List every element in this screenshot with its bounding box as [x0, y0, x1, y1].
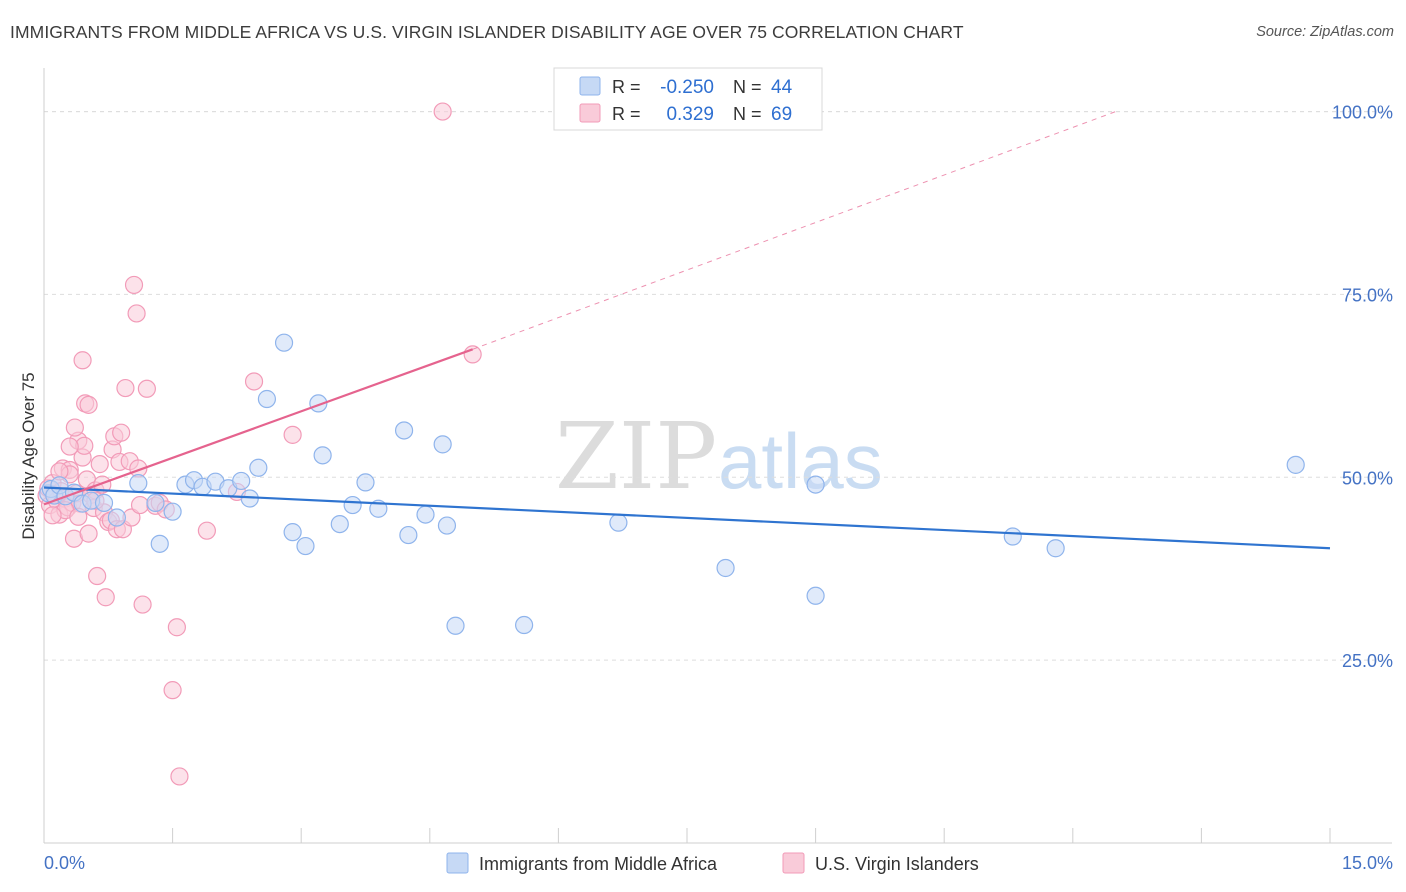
data-point	[806, 586, 825, 605]
data-point	[127, 304, 146, 323]
x-tick-label-right: 15.0%	[1342, 853, 1393, 873]
data-point	[257, 389, 277, 409]
data-point	[433, 435, 452, 454]
data-point	[399, 525, 418, 545]
data-point	[163, 502, 182, 521]
data-point	[394, 421, 414, 440]
legend-label-us-virgin-islanders: U.S. Virgin Islanders	[815, 854, 979, 874]
data-point	[73, 351, 92, 370]
data-point	[296, 536, 315, 556]
data-point	[129, 474, 148, 493]
stats-legend: R = -0.250 N = 44 R = 0.329 N = 69	[553, 67, 823, 131]
stats-n-value-blue: 44	[771, 77, 793, 98]
data-point	[249, 458, 268, 477]
y-axis-label: Disability Age Over 75	[19, 372, 38, 539]
y-tick-label: 25.0%	[1342, 651, 1393, 671]
stats-legend-swatch-blue	[579, 76, 601, 96]
data-point	[116, 378, 135, 398]
trendline-us-virgin-islanders-extension	[472, 111, 1116, 350]
stats-r-value-pink: 0.329	[666, 104, 714, 125]
stats-r-label-blue: R =	[612, 77, 641, 97]
data-point	[1046, 539, 1065, 558]
data-point	[446, 616, 465, 635]
watermark: ZIP atlas	[555, 403, 883, 510]
data-point	[609, 513, 628, 532]
data-point	[716, 558, 735, 578]
data-point	[433, 102, 452, 121]
watermark-zip: ZIP	[555, 403, 717, 510]
data-point	[463, 345, 482, 364]
data-point	[150, 534, 169, 553]
data-point	[130, 495, 150, 515]
legend-swatch-us-virgin-islanders	[782, 852, 805, 874]
trendline-us-virgin-islanders	[43, 348, 474, 506]
watermark-atlas: atlas	[718, 417, 883, 505]
data-point	[146, 493, 165, 512]
data-point	[170, 767, 189, 786]
data-point	[283, 425, 302, 444]
stats-legend-swatch-pink	[579, 103, 601, 123]
y-tick-label: 100.0%	[1332, 103, 1393, 123]
data-point	[515, 615, 534, 635]
stats-n-value-pink: 69	[771, 104, 792, 125]
data-point	[437, 516, 457, 535]
legend-swatch-immigrants-middle-africa	[446, 852, 469, 874]
data-point	[124, 275, 144, 295]
data-point	[107, 508, 126, 527]
data-point	[137, 379, 156, 398]
data-point	[1286, 455, 1305, 474]
data-point	[244, 372, 264, 391]
series-legend: Immigrants from Middle Africa U.S. Virgi…	[446, 852, 979, 874]
chart-title: IMMIGRANTS FROM MIDDLE AFRICA VS U.S. VI…	[10, 22, 964, 42]
stats-r-value-blue: -0.250	[660, 77, 714, 98]
data-point	[96, 588, 115, 607]
data-point	[806, 475, 825, 494]
data-point	[416, 505, 435, 524]
data-point	[93, 475, 112, 494]
stats-r-label-pink: R =	[612, 104, 641, 124]
trendlines	[43, 111, 1331, 550]
x-tick-label-left: 0.0%	[44, 853, 85, 873]
stats-n-label-pink: N =	[733, 104, 762, 124]
chart-source: Source: ZipAtlas.com	[1256, 24, 1394, 40]
legend-label-immigrants-middle-africa: Immigrants from Middle Africa	[479, 854, 718, 874]
data-point	[133, 595, 152, 614]
series-immigrants-middle-africa	[39, 333, 1305, 635]
series-us-virgin-islanders	[37, 102, 482, 786]
y-tick-label: 50.0%	[1342, 468, 1393, 488]
data-point	[65, 418, 84, 437]
data-point	[274, 333, 294, 352]
data-point	[197, 521, 216, 540]
data-point	[88, 566, 107, 586]
y-axis-ticks: 25.0% 50.0% 75.0% 100.0%	[1332, 103, 1393, 672]
trendline-immigrants-middle-africa	[43, 486, 1331, 550]
data-point	[94, 493, 114, 512]
data-point	[1003, 527, 1022, 546]
data-point	[313, 446, 332, 465]
data-point	[232, 471, 251, 491]
data-point	[283, 523, 302, 542]
data-point	[356, 473, 375, 492]
data-point	[112, 423, 131, 442]
data-point	[167, 618, 186, 637]
stats-n-label-blue: N =	[733, 77, 762, 97]
data-point	[60, 437, 79, 456]
data-point	[79, 524, 98, 543]
data-point	[79, 395, 98, 414]
axes	[43, 68, 1392, 844]
y-tick-label: 75.0%	[1342, 285, 1393, 305]
data-point	[343, 495, 362, 515]
data-point	[90, 455, 109, 474]
data-point	[163, 681, 182, 700]
data-point	[43, 506, 62, 525]
data-point	[330, 514, 349, 534]
